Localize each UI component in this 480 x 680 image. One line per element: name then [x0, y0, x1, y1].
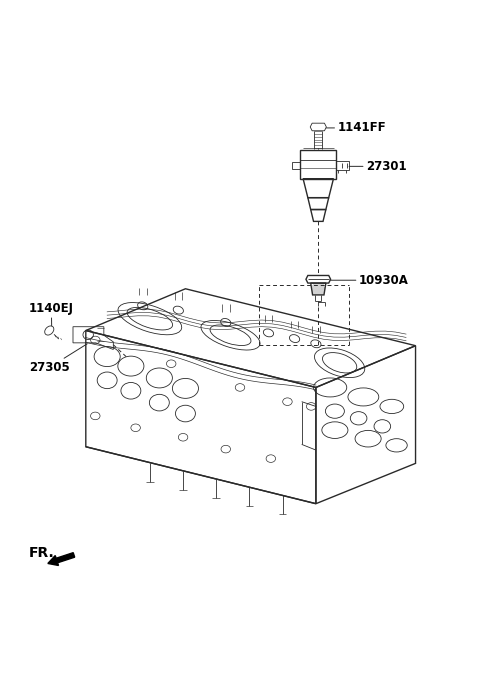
FancyArrow shape — [48, 553, 75, 566]
Text: FR.: FR. — [29, 545, 55, 560]
Text: 1141FF: 1141FF — [326, 122, 386, 135]
Text: 1140EJ: 1140EJ — [29, 302, 74, 326]
Text: 27305: 27305 — [29, 344, 87, 374]
Text: 27301: 27301 — [349, 160, 407, 173]
Text: 10930A: 10930A — [331, 274, 408, 287]
